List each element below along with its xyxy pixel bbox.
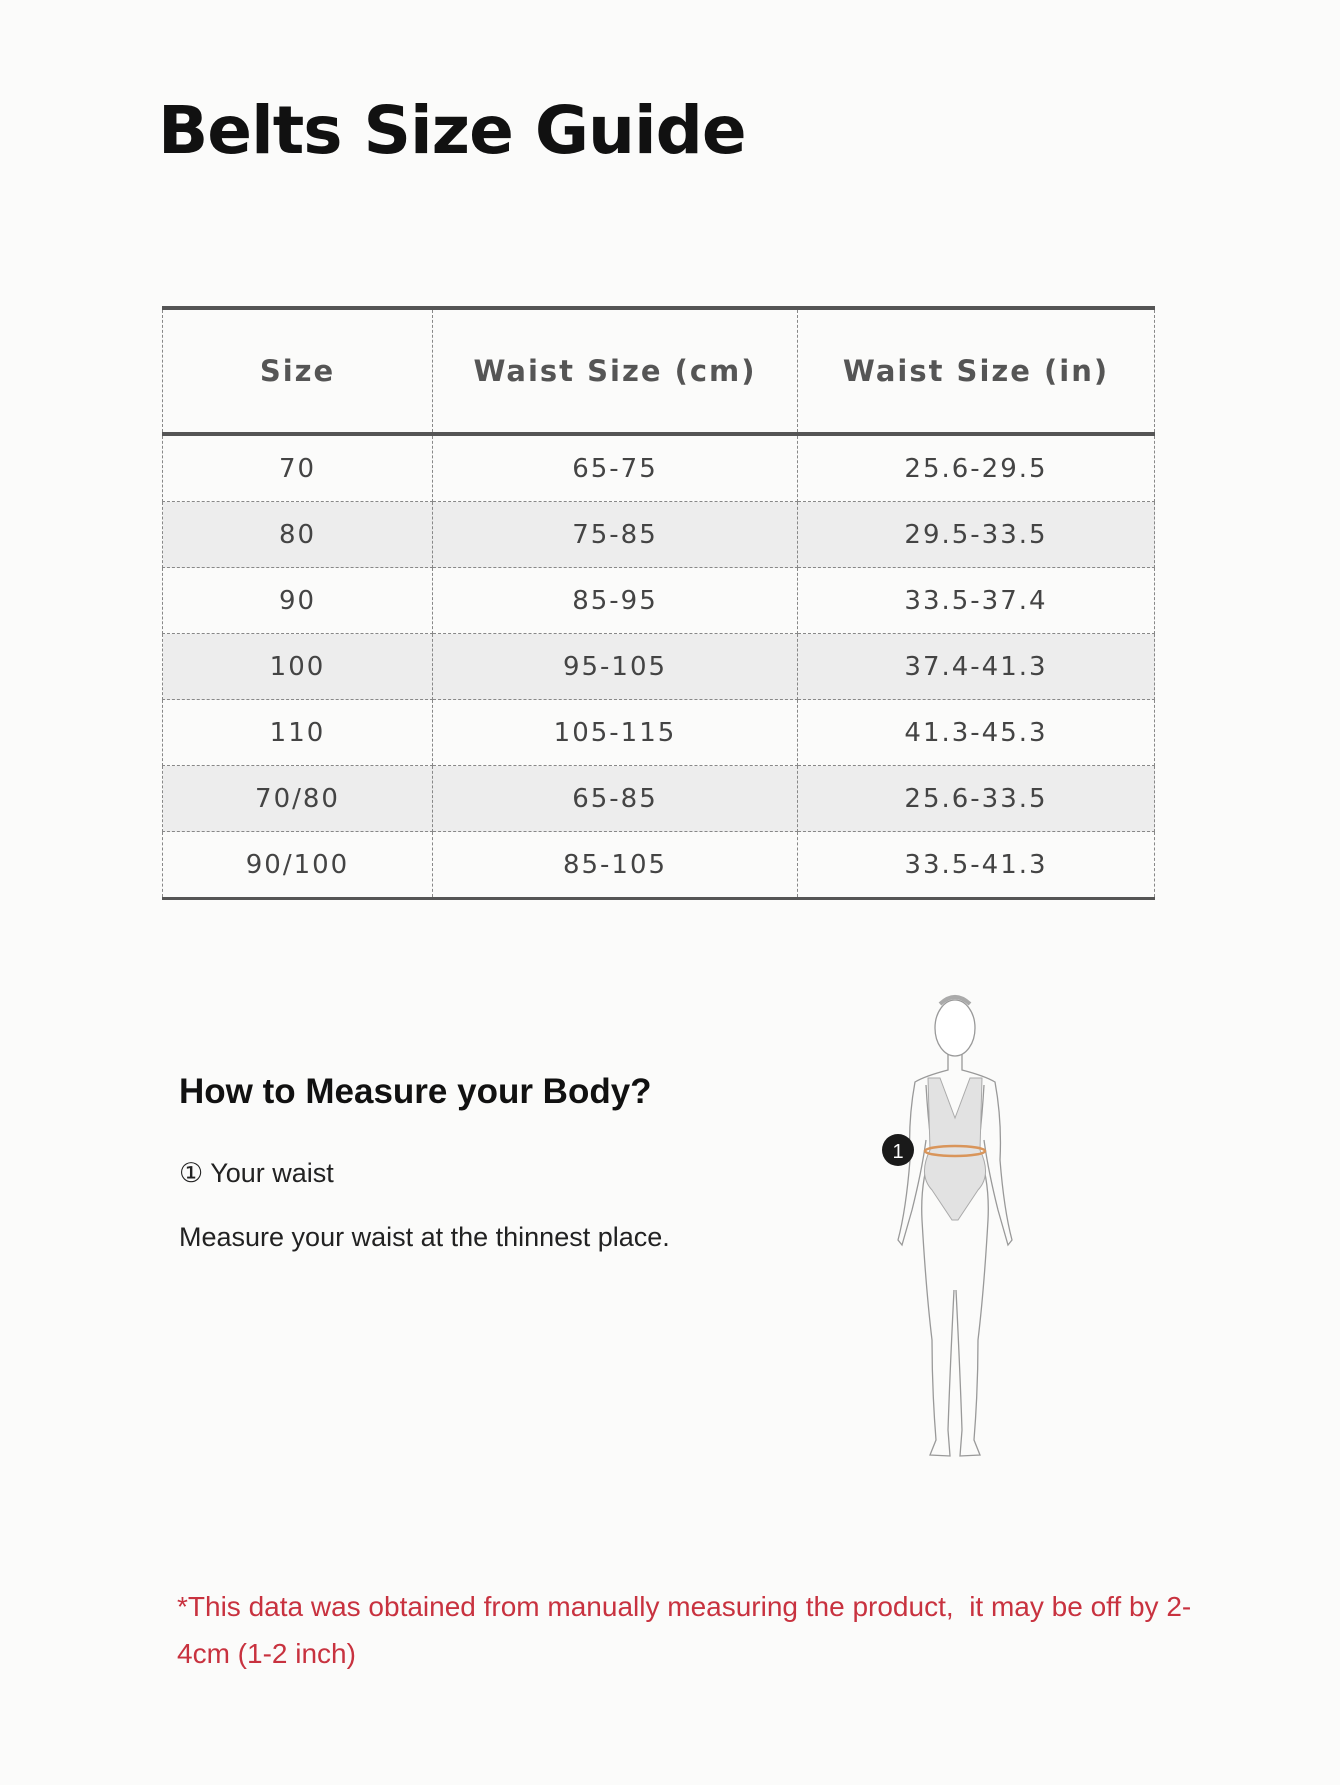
- cell-waist-cm: 105-115: [432, 699, 798, 766]
- cell-size: 110: [162, 699, 433, 766]
- measure-step: ① Your waist: [179, 1158, 334, 1188]
- table-row: 90 85-95 33.5-37.4: [162, 567, 1155, 634]
- header-waist-cm: Waist Size (cm): [432, 308, 798, 436]
- cell-size: 70/80: [162, 765, 433, 832]
- cell-waist-in: 37.4-41.3: [797, 633, 1155, 700]
- cell-waist-in: 41.3-45.3: [797, 699, 1155, 766]
- marker-number: 1: [892, 1141, 903, 1163]
- cell-waist-cm: 85-105: [432, 831, 798, 899]
- marker-circle: [882, 1134, 914, 1166]
- table-row: 70/80 65-85 25.6-33.5: [162, 765, 1155, 832]
- size-table: Size Waist Size (cm) Waist Size (in) 70 6…: [162, 306, 1155, 900]
- cell-waist-in: 33.5-37.4: [797, 567, 1155, 634]
- table-row: 90/100 85-105 33.5-41.3: [162, 831, 1155, 899]
- table-row: 100 95-105 37.4-41.3: [162, 633, 1155, 700]
- cell-size: 100: [162, 633, 433, 700]
- cell-size: 90: [162, 567, 433, 634]
- cell-waist-cm: 65-85: [432, 765, 798, 832]
- cell-waist-cm: 75-85: [432, 501, 798, 568]
- header-size: Size: [162, 308, 433, 436]
- cell-size: 90/100: [162, 831, 433, 899]
- table-row: 110 105-115 41.3-45.3: [162, 699, 1155, 766]
- cell-size: 70: [162, 434, 433, 502]
- cell-waist-in: 25.6-29.5: [797, 434, 1155, 502]
- table-row: 80 75-85 29.5-33.5: [162, 501, 1155, 568]
- disclaimer-note: *This data was obtained from manually me…: [177, 1591, 1192, 1669]
- cell-size: 80: [162, 501, 433, 568]
- measure-description: Measure your waist at the thinnest place…: [179, 1222, 670, 1252]
- cell-waist-cm: 65-75: [432, 434, 798, 502]
- cell-waist-in: 29.5-33.5: [797, 501, 1155, 568]
- measure-heading: How to Measure your Body?: [179, 1072, 652, 1111]
- header-waist-in: Waist Size (in): [797, 308, 1155, 436]
- cell-waist-cm: 95-105: [432, 633, 798, 700]
- cell-waist-cm: 85-95: [432, 567, 798, 634]
- table-header-row: Size Waist Size (cm) Waist Size (in): [162, 308, 1155, 436]
- page-title: Belts Size Guide: [158, 92, 747, 169]
- cell-waist-in: 25.6-33.5: [797, 765, 1155, 832]
- table-row: 70 65-75 25.6-29.5: [162, 434, 1155, 502]
- body-figure-illustration: 1: [882, 995, 1013, 1457]
- cell-waist-in: 33.5-41.3: [797, 831, 1155, 899]
